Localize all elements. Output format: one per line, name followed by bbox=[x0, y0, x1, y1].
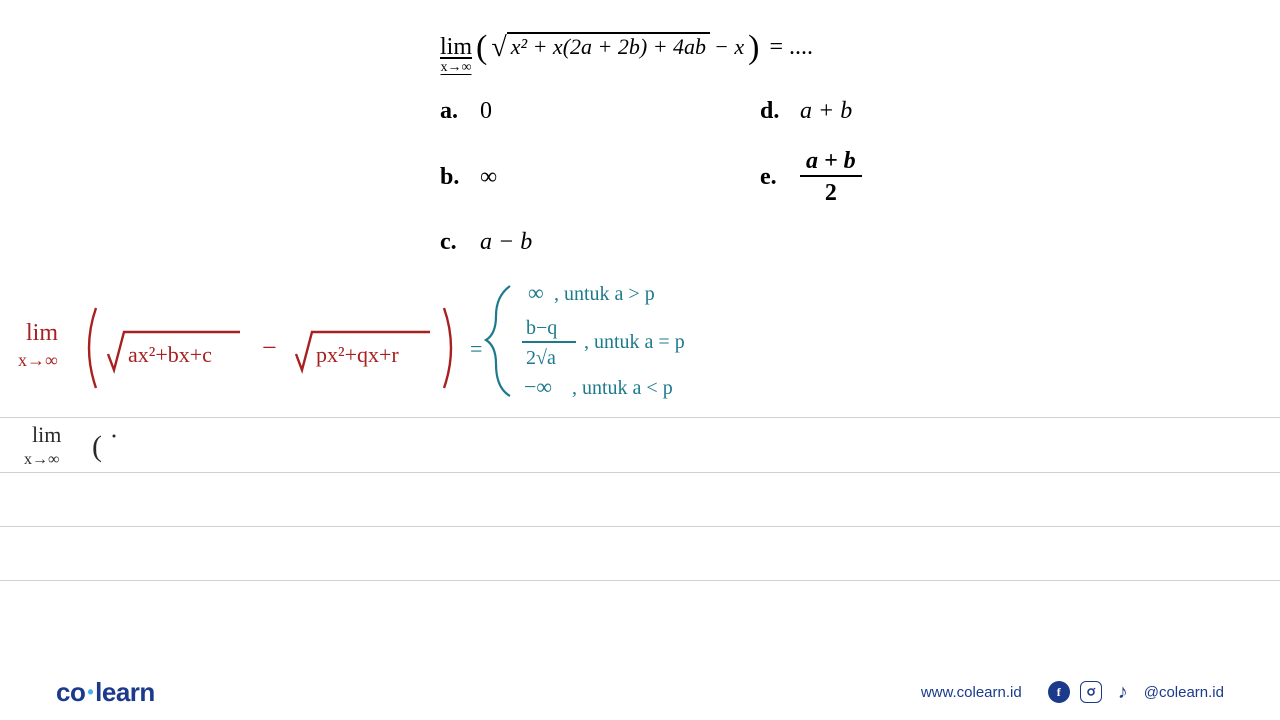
tail-minus-x: − x bbox=[714, 34, 744, 60]
option-a: a. 0 bbox=[440, 98, 640, 125]
hw-sqrt1-text: ax²+bx+c bbox=[128, 342, 212, 367]
lim-subscript: x→∞ bbox=[441, 61, 472, 75]
hw-lim-sub: x→∞ bbox=[18, 350, 58, 370]
logo-co: co bbox=[56, 677, 85, 707]
option-d-label: d. bbox=[760, 98, 782, 125]
instagram-icon[interactable] bbox=[1080, 681, 1102, 703]
hw-sqrt2-text: px²+qx+r bbox=[316, 342, 399, 367]
footer-handle[interactable]: @colearn.id bbox=[1144, 684, 1224, 701]
radical-icon: √ bbox=[491, 34, 506, 62]
close-paren: ) bbox=[748, 34, 759, 61]
hw-lim-label: lim bbox=[26, 320, 58, 346]
logo-learn: learn bbox=[95, 677, 155, 707]
tiktok-icon[interactable]: ♪ bbox=[1112, 681, 1134, 703]
option-a-label: a. bbox=[440, 98, 462, 125]
hw2-dot bbox=[113, 435, 116, 438]
logo-dot-icon: • bbox=[85, 682, 95, 702]
option-e: e. a + b 2 bbox=[760, 149, 960, 205]
hw-teal-group: = ∞ , untuk a > p b−q 2√a , untuk a = p … bbox=[470, 280, 685, 399]
hw-sqrt1-sign bbox=[108, 332, 240, 370]
option-d: d. a + b bbox=[760, 98, 960, 125]
lim-operator: lim x→∞ bbox=[440, 35, 472, 75]
hw-case1-val: ∞ bbox=[528, 280, 544, 305]
hw-minus: − bbox=[262, 333, 277, 362]
social-block: f ♪ @colearn.id bbox=[1048, 681, 1224, 703]
lim-label: lim bbox=[440, 35, 472, 59]
rule-line-3 bbox=[0, 526, 1280, 527]
option-c-value: a − b bbox=[480, 229, 532, 256]
hw2-paren: ( bbox=[92, 430, 102, 463]
option-b-label: b. bbox=[440, 164, 462, 191]
hw-open-paren bbox=[89, 308, 96, 388]
hw-sqrt2-sign bbox=[296, 332, 430, 370]
footer: co•learn www.colearn.id f ♪ @colearn.id bbox=[0, 664, 1280, 720]
hw-equals: = bbox=[470, 336, 482, 361]
hw-red-group: lim x→∞ ax²+bx+c − px²+qx+r bbox=[18, 308, 451, 388]
hw-black-group: lim x→∞ ( bbox=[24, 422, 116, 468]
hw-close-paren bbox=[444, 308, 451, 388]
hw2-lim: lim bbox=[32, 422, 61, 447]
rule-line-4 bbox=[0, 580, 1280, 581]
option-e-denominator: 2 bbox=[825, 177, 837, 205]
option-e-label: e. bbox=[760, 164, 782, 191]
footer-url[interactable]: www.colearn.id bbox=[921, 684, 1022, 701]
rule-line-1 bbox=[0, 417, 1280, 418]
facebook-icon[interactable]: f bbox=[1048, 681, 1070, 703]
rule-line-2 bbox=[0, 472, 1280, 473]
hw2-sub: x→∞ bbox=[24, 451, 59, 468]
equals-dots: = .... bbox=[770, 34, 814, 61]
option-b: b. ∞ bbox=[440, 149, 640, 205]
option-a-value: 0 bbox=[480, 98, 492, 125]
options-block: a. 0 d. a + b b. ∞ e. a + b 2 c. a − b bbox=[440, 98, 960, 280]
option-b-value: ∞ bbox=[480, 164, 497, 191]
option-e-fraction: a + b 2 bbox=[800, 149, 862, 205]
problem-statement: lim x→∞ ( √ x² + x(2a + 2b) + 4ab − x ) … bbox=[440, 30, 1000, 75]
hw-case3-val: −∞ bbox=[524, 374, 552, 399]
hw-case2-cond: , untuk a = p bbox=[584, 331, 685, 353]
option-d-value: a + b bbox=[800, 98, 852, 125]
hw-case2-num: b−q bbox=[526, 317, 557, 339]
limit-expression: lim x→∞ ( √ x² + x(2a + 2b) + 4ab − x ) … bbox=[440, 30, 1000, 75]
hw-case3-cond: , untuk a < p bbox=[572, 377, 673, 399]
footer-right: www.colearn.id f ♪ @colearn.id bbox=[921, 681, 1224, 703]
hw-case2-den: 2√a bbox=[526, 347, 556, 369]
hw-brace bbox=[486, 286, 510, 396]
option-c: c. a − b bbox=[440, 229, 640, 256]
radicand: x² + x(2a + 2b) + 4ab bbox=[507, 32, 710, 60]
sqrt-expression: √ x² + x(2a + 2b) + 4ab bbox=[491, 32, 710, 60]
option-e-numerator: a + b bbox=[800, 149, 862, 177]
hw-case1-cond: , untuk a > p bbox=[554, 283, 655, 305]
option-c-label: c. bbox=[440, 229, 462, 256]
brand-logo: co•learn bbox=[56, 677, 155, 708]
open-paren: ( bbox=[476, 34, 487, 61]
